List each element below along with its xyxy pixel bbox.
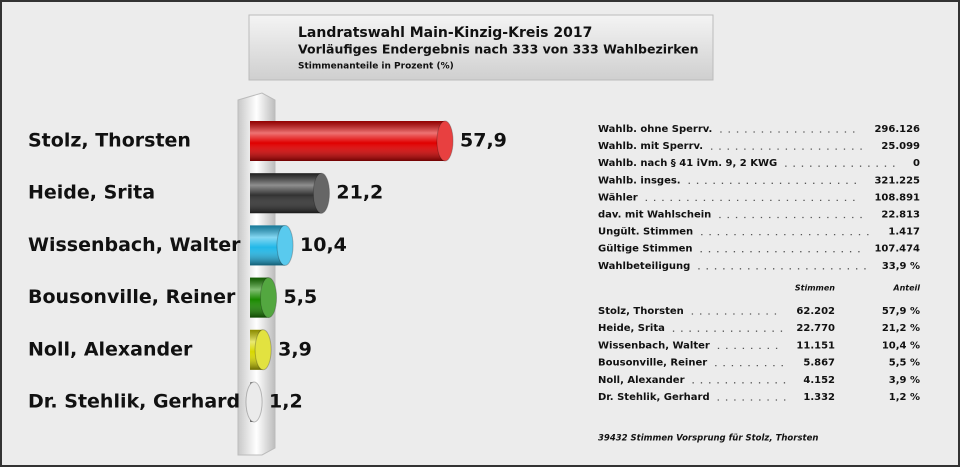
bar	[250, 277, 278, 319]
bar-cap	[436, 120, 454, 162]
bar-cap	[276, 224, 294, 266]
chart-note: Stimmenanteile in Prozent (%)	[298, 62, 454, 72]
votes-value: 4.152	[803, 375, 835, 386]
bar-cap-shade	[260, 277, 277, 318]
bar-cap-shade	[313, 173, 330, 214]
value-label: 3,9	[278, 338, 312, 360]
bar-cap	[245, 381, 263, 423]
bar-cap-shade	[246, 382, 263, 422]
stat-value: 22.813	[881, 210, 920, 221]
stat-value: 25.099	[881, 141, 920, 152]
candidate-label: Heide, Srita	[598, 323, 665, 334]
category-label: Wissenbach, Walter	[28, 234, 241, 256]
votes-value: 22.770	[796, 323, 835, 334]
share-value: 57,9 %	[882, 306, 920, 317]
bar	[250, 120, 454, 162]
candidate-label: Noll, Alexander	[598, 375, 685, 386]
chart-title: Landratswahl Main-Kinzig-Kreis 2017	[298, 25, 592, 41]
votes-value: 1.332	[803, 392, 835, 403]
share-value: 3,9 %	[889, 375, 920, 386]
candidate-label: Stolz, Thorsten	[598, 306, 684, 317]
bar	[250, 172, 330, 214]
candidate-label: Wissenbach, Walter	[598, 340, 710, 351]
stat-value: 296.126	[874, 124, 920, 135]
category-label: Dr. Stehlik, Gerhard	[28, 391, 240, 413]
bar-cap-shade	[255, 329, 272, 370]
stat-label: Wahlb. insges.	[598, 175, 681, 186]
stat-label: Wähler	[598, 192, 638, 203]
bar-cap-shade	[277, 225, 294, 266]
stat-label: Ungült. Stimmen	[598, 227, 693, 238]
category-label: Stolz, Thorsten	[28, 130, 191, 152]
value-label: 10,4	[300, 234, 347, 256]
share-value: 21,2 %	[882, 323, 920, 334]
bar-shade	[250, 121, 445, 161]
share-value: 10,4 %	[882, 340, 920, 351]
header-box	[248, 14, 714, 81]
votes-value: 11.151	[796, 340, 835, 351]
value-label: 21,2	[336, 182, 383, 204]
stat-label: Wahlb. ohne Sperrv.	[598, 124, 712, 135]
column-header: Stimmen	[795, 284, 835, 293]
candidate-label: Dr. Stehlik, Gerhard	[598, 392, 710, 403]
bar-cap	[254, 329, 272, 371]
bar	[250, 329, 272, 371]
votes-value: 62.202	[796, 306, 835, 317]
stat-value: 107.474	[874, 244, 920, 255]
bar-cap	[260, 277, 278, 319]
bar-shade	[250, 173, 322, 214]
category-label: Noll, Alexander	[28, 338, 193, 360]
share-value: 5,5 %	[889, 358, 920, 369]
chart-subtitle: Vorläufiges Endergebnis nach 333 von 333…	[298, 42, 699, 57]
stat-value: 108.891	[874, 192, 920, 203]
stat-label: Wahlbeteiligung	[598, 261, 690, 272]
share-value: 1,2 %	[889, 392, 920, 403]
stat-value: 33,9 %	[882, 261, 920, 272]
stat-value: 0	[913, 158, 920, 169]
stat-label: Gültige Stimmen	[598, 244, 693, 255]
stat-value: 321.225	[874, 175, 920, 186]
candidate-label: Bousonville, Reiner	[598, 358, 707, 369]
stat-label: Wahlb. nach § 41 iVm. 9, 2 KWG	[598, 158, 777, 169]
value-label: 57,9	[460, 130, 507, 152]
value-label: 1,2	[269, 391, 303, 413]
bar	[245, 381, 263, 423]
stat-label: Wahlb. mit Sperrv.	[598, 141, 703, 152]
bar-cap-shade	[437, 121, 453, 161]
votes-value: 5.867	[803, 358, 835, 369]
category-label: Bousonville, Reiner	[28, 286, 236, 308]
stat-label: dav. mit Wahlschein	[598, 210, 711, 221]
bar-cap	[312, 172, 330, 214]
column-header: Anteil	[892, 284, 920, 293]
bar	[250, 224, 294, 266]
footer-note: 39432 Stimmen Vorsprung für Stolz, Thors…	[598, 434, 818, 444]
stat-value: 1.417	[888, 227, 920, 238]
value-label: 5,5	[284, 286, 318, 308]
category-label: Heide, Srita	[28, 182, 155, 204]
